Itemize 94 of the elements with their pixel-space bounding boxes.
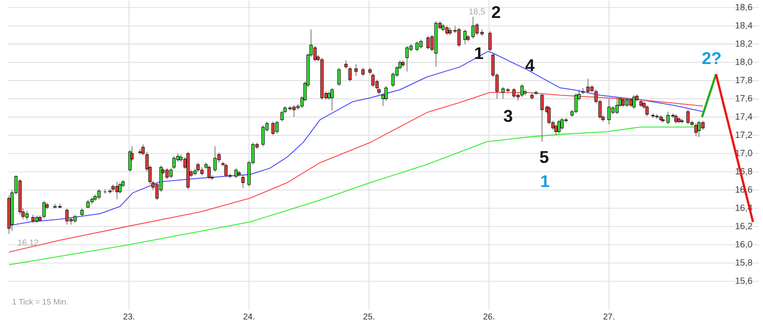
candlestick: [337, 67, 341, 86]
candlestick: [471, 16, 475, 39]
annotation: 1: [475, 47, 484, 60]
annotation: 5: [540, 151, 548, 164]
candlestick: [697, 120, 701, 138]
candlestick: [701, 120, 705, 130]
candlestick: [629, 98, 633, 108]
x-tick-label: 26.: [484, 314, 494, 320]
candlestick: [463, 29, 467, 44]
candlestick: [65, 208, 69, 226]
candlestick: [621, 98, 625, 108]
candlestick: [115, 181, 119, 200]
candlestick: [475, 22, 479, 36]
candlestick: [586, 78, 590, 94]
candlestick: [415, 40, 419, 52]
candlestick: [196, 162, 200, 172]
candlestick: [405, 46, 409, 72]
y-tick-label: 18,2: [736, 40, 752, 48]
candlestick: [560, 118, 564, 130]
candlestick: [632, 94, 636, 110]
candlestick: [540, 92, 544, 142]
candlestick: [280, 110, 284, 122]
candlestick: [169, 168, 173, 179]
y-tick-label: 15,8: [736, 259, 752, 267]
x-tick-label: 25.: [364, 314, 374, 320]
annotation: 18,5: [469, 8, 485, 16]
candlestick: [512, 88, 516, 98]
candlestick: [25, 210, 29, 220]
candlestick: [97, 188, 101, 200]
y-tick-label: 16,0: [736, 241, 752, 248]
x-tick-label: 27.: [604, 314, 614, 320]
candlestick: [271, 121, 275, 136]
annotation: 2: [492, 6, 500, 18]
candlestick: [234, 168, 238, 179]
candlestick: [165, 168, 169, 180]
candlestick: [313, 46, 317, 62]
candlestick: [655, 114, 659, 120]
candlestick: [520, 84, 524, 98]
annotation: 2?: [702, 52, 721, 64]
candlestick: [261, 124, 265, 147]
candlestick: [108, 188, 112, 194]
candlestick: [213, 146, 217, 172]
line-series: [8, 126, 704, 266]
annotation: 1 Tick = 15 Min.: [12, 298, 68, 305]
candlestick: [241, 175, 245, 189]
candlestick: [534, 90, 538, 96]
candlestick: [224, 163, 228, 178]
candlestick: [625, 98, 629, 108]
candlestick: [426, 36, 430, 50]
y-tick-label: 17,8: [736, 76, 752, 84]
annotation: 1: [541, 175, 550, 188]
candlestick: [354, 64, 358, 76]
x-tick-label: 24.: [244, 314, 254, 320]
candlestick: [645, 104, 649, 116]
annotation: 4: [525, 59, 535, 72]
candlestick: [445, 25, 449, 36]
candlestick: [694, 123, 698, 137]
candlestick: [42, 200, 46, 219]
y-tick-label: 18,4: [736, 22, 752, 30]
y-tick-label: 18,0: [736, 58, 752, 66]
candlestick: [488, 30, 492, 52]
candlestick: [674, 114, 678, 124]
candlestick: [58, 203, 62, 209]
annotation: 3: [504, 110, 512, 122]
candlestick: [554, 124, 558, 136]
candlestick: [581, 88, 585, 95]
candlestick: [275, 120, 279, 134]
candlestick: [574, 92, 578, 114]
candlestick: [419, 39, 423, 49]
y-tick-label: 15,6: [736, 278, 752, 285]
x-tick-label: 23.: [124, 314, 134, 320]
candlestick: [207, 165, 211, 180]
candlestick: [375, 79, 379, 90]
candlestick: [138, 148, 142, 155]
line-series: [8, 92, 704, 252]
candlestick: [615, 96, 619, 115]
y-tick-label: 17,2: [736, 132, 752, 139]
candlestick: [607, 98, 611, 125]
candlestick: [348, 66, 352, 82]
annotation: 16,12: [18, 240, 38, 247]
y-tick-label: 18,6: [736, 4, 752, 12]
candlestick: [457, 27, 461, 48]
y-tick-label: 17,4: [736, 113, 752, 121]
y-tick-label: 16,2: [736, 222, 752, 230]
candlestick: [666, 111, 670, 125]
candlestick: [292, 104, 296, 118]
candlestick: [371, 72, 375, 88]
candlestick: [288, 106, 292, 112]
y-tick-label: 17,6: [736, 95, 752, 103]
candlestick: [686, 109, 690, 125]
candlestick: [330, 88, 334, 112]
candlestick: [557, 119, 561, 134]
candlestick: [53, 203, 57, 209]
candlestick: [172, 156, 176, 170]
